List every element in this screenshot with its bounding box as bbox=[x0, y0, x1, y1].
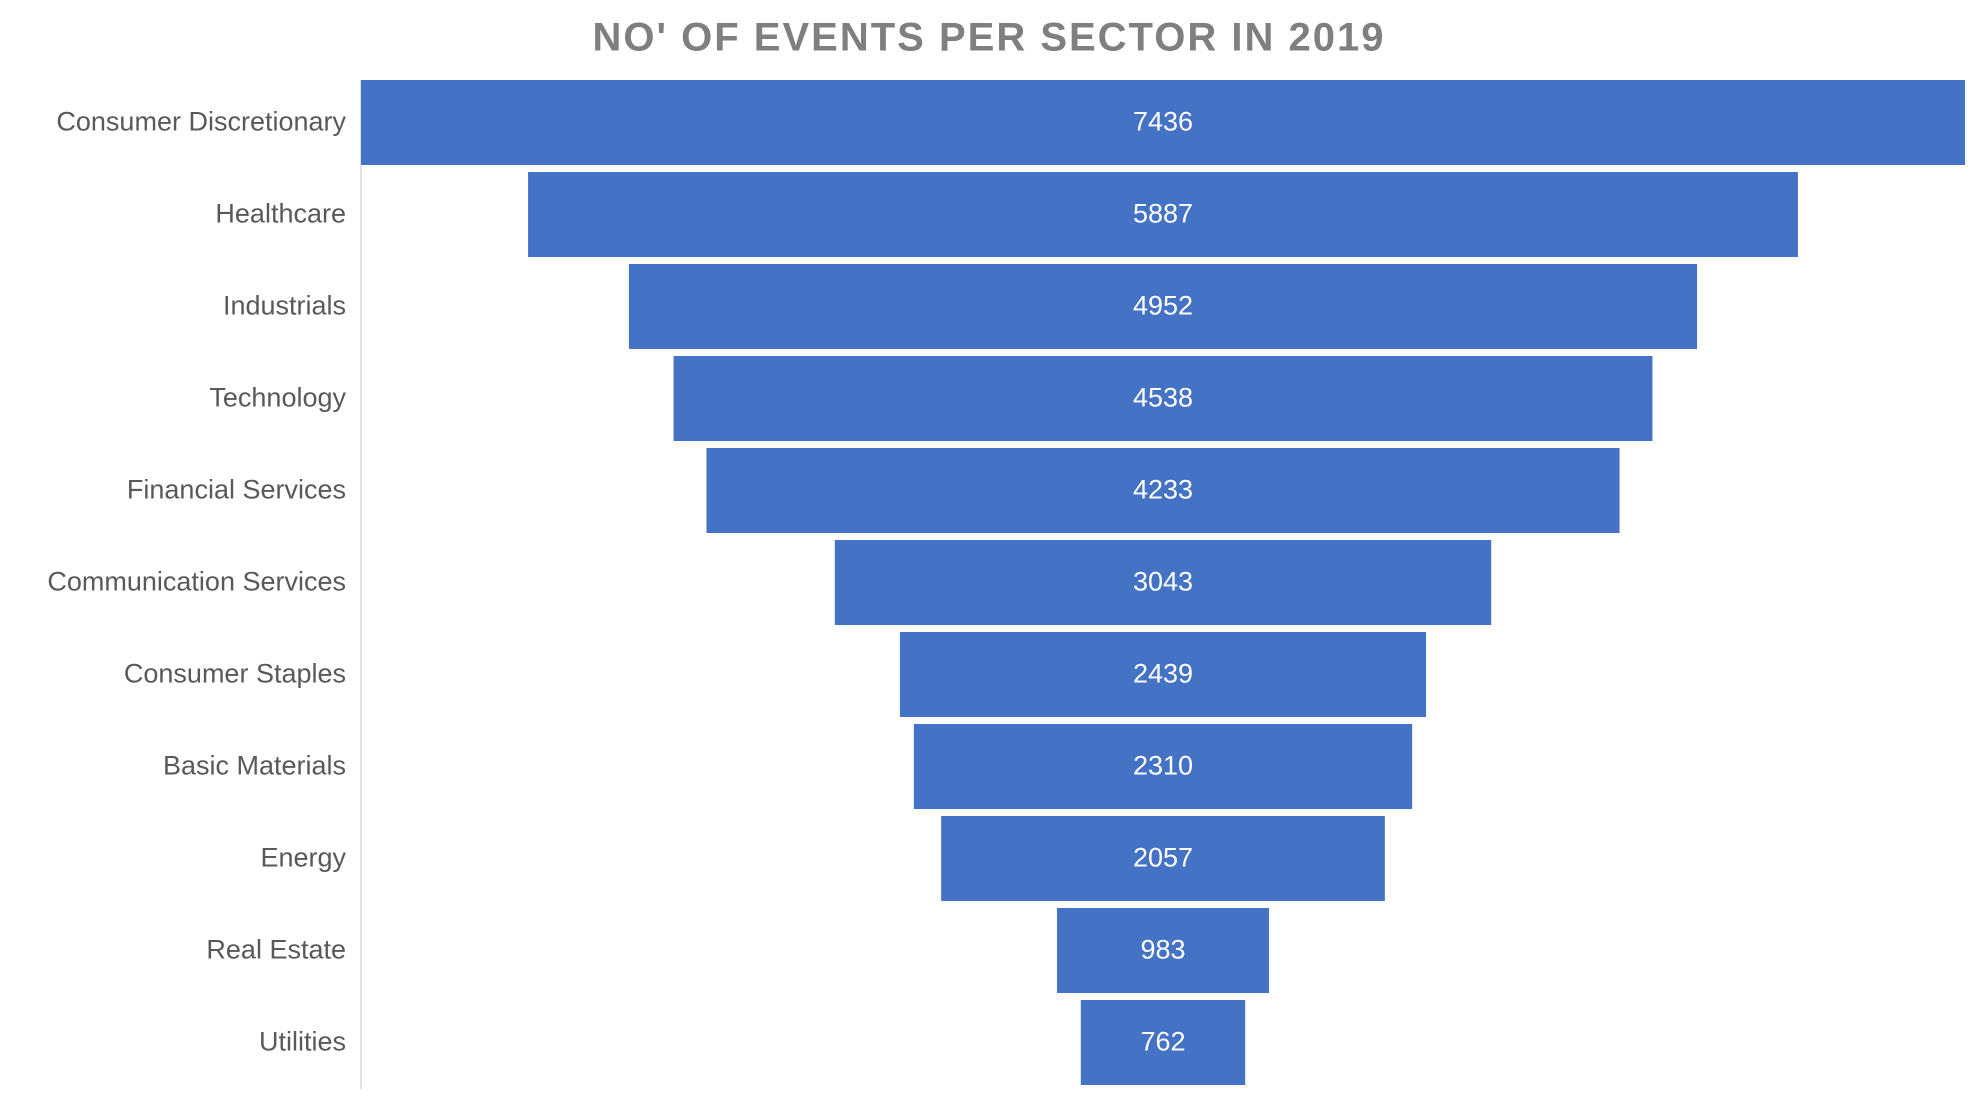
data-label: 4538 bbox=[1133, 383, 1193, 413]
category-label: Energy bbox=[260, 843, 346, 873]
bar bbox=[941, 816, 1385, 901]
category-label: Consumer Discretionary bbox=[56, 107, 346, 137]
category-label: Basic Materials bbox=[163, 751, 346, 781]
data-label: 762 bbox=[1140, 1027, 1185, 1057]
category-label: Consumer Staples bbox=[124, 659, 346, 689]
category-label: Utilities bbox=[259, 1027, 346, 1057]
data-label: 2057 bbox=[1133, 843, 1193, 873]
data-label: 4952 bbox=[1133, 291, 1193, 321]
category-label: Industrials bbox=[223, 291, 346, 321]
data-label: 983 bbox=[1140, 935, 1185, 965]
category-label: Financial Services bbox=[127, 475, 346, 505]
data-label: 3043 bbox=[1133, 567, 1193, 597]
bar bbox=[528, 172, 1798, 257]
category-label: Healthcare bbox=[215, 199, 346, 229]
chart-title: NO' OF EVENTS PER SECTOR IN 2019 bbox=[593, 16, 1386, 60]
bar bbox=[899, 632, 1427, 717]
bar bbox=[628, 264, 1698, 349]
data-label: 4233 bbox=[1133, 475, 1193, 505]
data-label: 2310 bbox=[1133, 751, 1193, 781]
bar bbox=[834, 540, 1492, 625]
category-label: Technology bbox=[209, 383, 346, 413]
bar bbox=[361, 80, 1965, 165]
bar bbox=[673, 356, 1653, 441]
data-label: 2439 bbox=[1133, 659, 1193, 689]
bar bbox=[706, 448, 1620, 533]
bar bbox=[913, 724, 1413, 809]
bar bbox=[1056, 908, 1270, 993]
bar bbox=[1080, 1000, 1246, 1085]
category-label: Real Estate bbox=[206, 935, 346, 965]
category-label: Communication Services bbox=[47, 567, 346, 597]
data-label: 5887 bbox=[1133, 199, 1193, 229]
data-label: 7436 bbox=[1133, 107, 1193, 137]
